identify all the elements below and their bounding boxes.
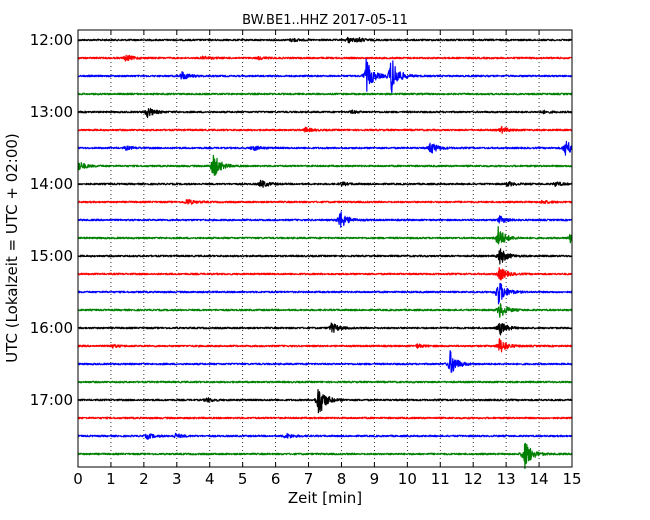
x-tick-label: 15 — [562, 470, 581, 488]
x-tick-label: 6 — [271, 470, 281, 488]
trace-row-1200 — [77, 36, 573, 44]
trace-row-1645 — [77, 380, 573, 384]
plot-area-background — [78, 30, 572, 467]
trace-row-1430 — [77, 211, 573, 228]
trace-row-1530 — [77, 282, 573, 305]
trace-row-1230 — [77, 58, 573, 94]
x-tick-label: 1 — [106, 470, 116, 488]
grid-lines — [110, 30, 540, 467]
trace-row-1300 — [77, 107, 573, 119]
trace-row-1345 — [77, 154, 573, 176]
x-axis: 0 1 2 3 4 5 6 7 8 9 10 11 12 13 14 15 — [73, 30, 582, 488]
trace-row-1615 — [77, 338, 573, 353]
x-axis-label: Zeit [min] — [288, 489, 362, 507]
trace-row-1500 — [77, 248, 573, 265]
x-tick-label: 10 — [398, 470, 417, 488]
y-tick-label: 14:00 — [30, 175, 73, 193]
trace-row-1700 — [77, 388, 573, 414]
y-tick-label: 12:00 — [30, 31, 73, 49]
x-tick-label: 7 — [304, 470, 314, 488]
trace-group — [77, 36, 573, 470]
x-tick-label: 4 — [205, 470, 215, 488]
x-tick-label: 5 — [238, 470, 248, 488]
x-tick-label: 3 — [172, 470, 182, 488]
trace-row-1415 — [77, 198, 573, 205]
trace-row-1515 — [77, 267, 573, 281]
trace-row-1330 — [77, 140, 573, 156]
x-tick-label: 8 — [337, 470, 347, 488]
x-tick-label: 12 — [464, 470, 483, 488]
x-tick-label: 14 — [530, 470, 549, 488]
y-tick-label: 13:00 — [30, 103, 73, 121]
y-axis: 12:00 13:00 14:00 15:00 16:00 17:00 — [30, 31, 572, 409]
trace-row-1245 — [77, 92, 573, 96]
trace-row-1400 — [77, 179, 573, 188]
trace-row-1215 — [77, 54, 573, 62]
x-tick-label: 9 — [370, 470, 380, 488]
y-tick-label: 16:00 — [30, 319, 73, 337]
y-axis-label: UTC (Lokalzeit = UTC + 02:00) — [3, 133, 21, 363]
plot-frame — [77, 29, 573, 468]
trace-row-1745 — [77, 442, 573, 470]
trace-row-1630 — [77, 350, 573, 373]
x-tick-label: 2 — [139, 470, 149, 488]
trace-row-1600 — [77, 322, 573, 336]
x-tick-label: 11 — [431, 470, 450, 488]
y-tick-label: 15:00 — [30, 247, 73, 265]
trace-row-1730 — [77, 432, 573, 440]
y-tick-label: 17:00 — [30, 391, 73, 409]
chart-title: BW.BE1..HHZ 2017-05-11 — [242, 13, 408, 28]
x-tick-label: 0 — [73, 470, 83, 488]
trace-row-1545 — [77, 303, 573, 318]
trace-row-1445 — [77, 225, 573, 245]
trace-row-1715 — [77, 416, 573, 420]
trace-row-1315 — [77, 125, 573, 134]
x-tick-label: 13 — [497, 470, 516, 488]
